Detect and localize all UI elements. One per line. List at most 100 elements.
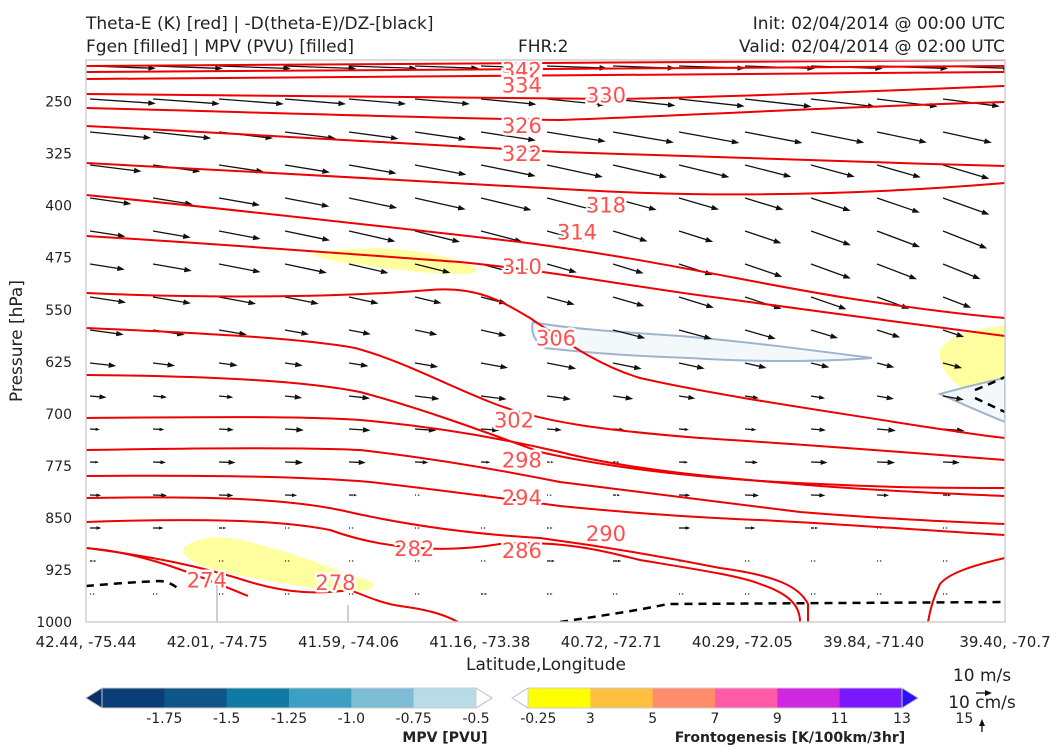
y-tick-label: 400 — [45, 199, 72, 215]
wind-arrow — [678, 329, 712, 340]
wind-arrow — [152, 394, 168, 399]
wind-arrow — [546, 164, 603, 179]
wind-arrow — [349, 527, 354, 529]
y-tick-label: 700 — [45, 407, 72, 423]
wind-arrow — [89, 164, 142, 174]
wind-arrow — [218, 459, 236, 465]
wind-arrow — [546, 494, 552, 496]
wind-arrow — [414, 230, 461, 243]
wind-arrow — [546, 263, 577, 274]
y-tick-label: 475 — [45, 251, 72, 267]
wind-arrow — [480, 362, 509, 370]
wind-arrow — [348, 493, 358, 497]
wind-arrow — [744, 362, 767, 369]
wind-arrow — [810, 362, 830, 369]
wind-arrow — [414, 460, 429, 465]
mpv-colorbar: -1.75 -1.5 -1.25 -1.0 -0.75 -0.5 -0.25 — [85, 687, 556, 727]
colorbar-segment — [777, 688, 841, 708]
wind-arrow — [876, 362, 895, 369]
wind-arrow — [612, 395, 634, 401]
wind-arrow — [89, 493, 102, 497]
colorbar-segment — [590, 688, 654, 708]
wind-arrow — [284, 426, 304, 433]
wind-arrow — [678, 460, 689, 464]
theta-e-contour — [86, 496, 809, 622]
wind-arrow — [745, 593, 750, 595]
colorbar-tick-label: -1.5 — [213, 711, 240, 727]
wind-arrow — [481, 593, 488, 595]
wind-arrow — [942, 131, 992, 144]
wind-arrow — [547, 593, 553, 595]
wind-arrow — [546, 131, 606, 144]
wind-arrow — [348, 197, 398, 210]
wind-arrow — [481, 560, 486, 562]
wind-arrow — [480, 395, 507, 402]
wind-arrow — [943, 593, 948, 595]
colorbar-tick-label: 13 — [893, 711, 911, 727]
title-line-1: Theta-E (K) [red] | -D(theta-E)/DZ-[blac… — [86, 14, 434, 34]
wind-arrow — [678, 493, 691, 497]
x-tick-label: 39.40, -70.7 — [959, 633, 1050, 651]
wind-arrow — [348, 98, 407, 107]
colorbar-tick-label: 5 — [648, 711, 657, 727]
theta-e-contour — [86, 65, 1005, 73]
y-tick-label: 850 — [45, 511, 72, 527]
wind-arrow — [152, 263, 192, 273]
wind-arrow — [546, 197, 595, 212]
theta-e-contour — [86, 101, 1005, 122]
wind-arrow — [942, 362, 963, 369]
mpv-fill-right — [937, 376, 1005, 424]
dashed-contour — [86, 579, 181, 591]
wind-arrow — [810, 427, 826, 433]
wind-arrow — [811, 593, 816, 595]
wind-arrow — [744, 427, 757, 432]
vertical-scale-arrow — [979, 719, 985, 732]
wind-arrow — [349, 593, 354, 595]
colorbar-segment — [839, 688, 903, 708]
wind-arrow — [152, 427, 165, 432]
theta-e-label: 326 — [502, 114, 542, 138]
wind-arrow — [218, 427, 234, 432]
wind-arrow — [547, 559, 555, 563]
wind-arrow — [613, 559, 622, 563]
wind-arrow — [744, 263, 783, 277]
wind-arrow — [744, 164, 792, 178]
y-tick-label: 625 — [45, 355, 72, 371]
theta-e-contour — [86, 194, 1005, 319]
theta-e-label: 290 — [586, 522, 626, 546]
colorbar-segment — [226, 688, 290, 708]
wind-arrow — [218, 493, 234, 498]
colorbar-tick-label: -0.25 — [520, 711, 556, 727]
mpv-fills — [531, 320, 1005, 424]
plot-frame — [85, 59, 1006, 623]
wind-arrow — [612, 461, 620, 464]
wind-arrow — [89, 98, 156, 106]
theta-e-contour — [86, 162, 1005, 196]
wind-arrow — [546, 427, 562, 432]
wind-arrow — [219, 560, 224, 562]
wind-arrow — [480, 197, 532, 212]
colorbar-segment — [715, 688, 778, 708]
wind-arrow — [348, 394, 371, 401]
y-tick-label: 325 — [45, 147, 72, 163]
wind-arrow — [612, 494, 621, 497]
wind-arrow — [89, 394, 107, 400]
wind-arrow — [152, 362, 176, 368]
stability-dashed-contours — [86, 375, 1005, 622]
wind-arrow — [218, 65, 291, 71]
wind-arrow — [877, 560, 882, 562]
wind-arrow — [942, 395, 964, 402]
wind-arrow — [612, 131, 674, 144]
wind-arrow — [612, 263, 644, 274]
theta-e-label: 330 — [586, 84, 626, 108]
wind-arrow — [284, 164, 330, 174]
title-line-2: Fgen [filled] | MPV (PVU) [filled] — [86, 37, 355, 57]
wind-arrow — [810, 197, 851, 212]
wind-arrow — [744, 197, 784, 211]
wind-arrow — [612, 362, 642, 371]
wind-arrow — [810, 164, 855, 178]
theta-e-contour — [86, 447, 1005, 525]
wind-arrow — [876, 427, 896, 433]
wind-arrow — [744, 98, 812, 109]
wind-arrow — [678, 296, 714, 309]
